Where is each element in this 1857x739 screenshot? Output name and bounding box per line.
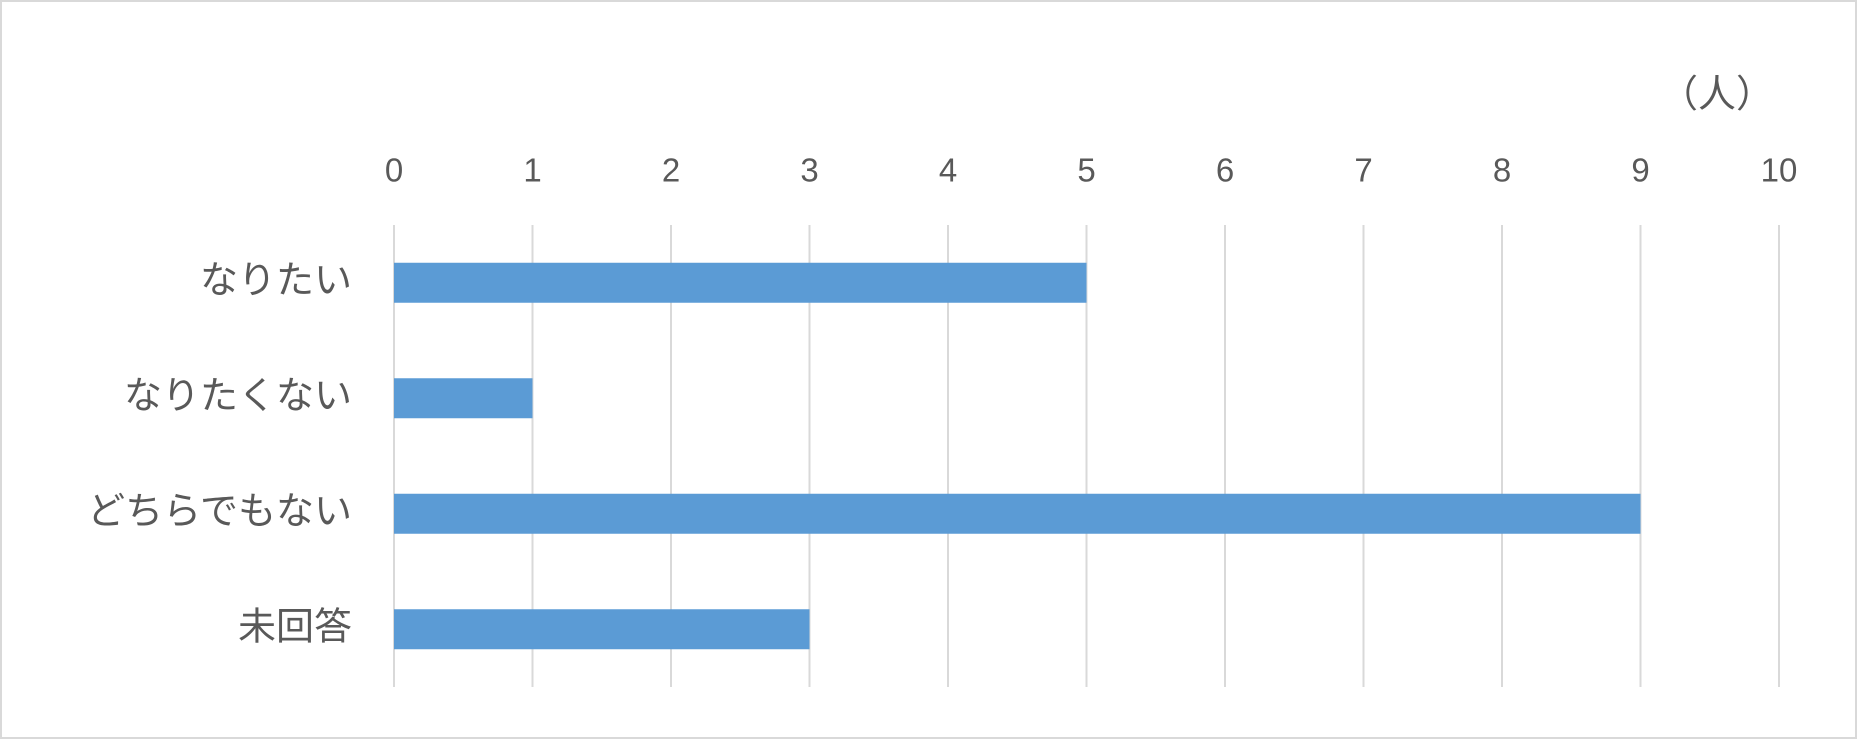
x-tick-label: 8: [1493, 152, 1511, 189]
bar: [394, 262, 1087, 303]
y-tick-label: なりたい: [200, 260, 352, 302]
x-tick-label: 2: [662, 152, 680, 189]
x-tick-label: 10: [1761, 152, 1798, 189]
bar: [394, 493, 1641, 534]
x-tick-label: 7: [1354, 152, 1372, 189]
x-tick-label: 6: [1216, 152, 1234, 189]
x-tick-label: 3: [800, 152, 818, 189]
x-tick-label: 9: [1631, 152, 1649, 189]
bar: [394, 609, 810, 650]
bar: [394, 378, 533, 419]
x-axis-label: （人）: [1660, 74, 1774, 116]
x-tick-label: 1: [523, 152, 541, 189]
y-tick-label: なりたくない: [124, 375, 352, 417]
x-tick-label: 4: [939, 152, 957, 189]
x-tick-label: 5: [1077, 152, 1095, 189]
y-tick-label: どちらでもない: [87, 491, 352, 533]
x-tick-label: 0: [385, 152, 403, 189]
y-tick-label: 未回答: [238, 606, 352, 648]
